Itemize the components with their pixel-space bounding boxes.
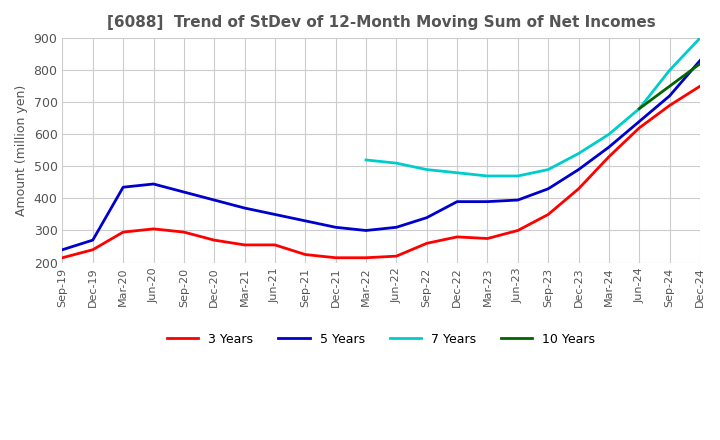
3 Years xyxy=(149,226,158,231)
7 Years xyxy=(453,170,462,176)
5 Years xyxy=(149,181,158,187)
3 Years xyxy=(361,255,370,260)
7 Years xyxy=(361,158,370,163)
5 Years xyxy=(179,189,188,194)
3 Years xyxy=(392,253,401,259)
3 Years xyxy=(575,186,583,191)
5 Years xyxy=(483,199,492,204)
5 Years xyxy=(544,186,552,191)
5 Years xyxy=(210,198,219,203)
7 Years xyxy=(423,167,431,172)
Line: 7 Years: 7 Years xyxy=(366,38,700,176)
7 Years xyxy=(483,173,492,179)
Line: 3 Years: 3 Years xyxy=(63,86,700,258)
7 Years xyxy=(513,173,522,179)
Legend: 3 Years, 5 Years, 7 Years, 10 Years: 3 Years, 5 Years, 7 Years, 10 Years xyxy=(162,327,600,351)
Y-axis label: Amount (million yen): Amount (million yen) xyxy=(15,85,28,216)
7 Years xyxy=(544,167,552,172)
5 Years xyxy=(392,225,401,230)
5 Years xyxy=(635,119,644,124)
5 Years xyxy=(331,225,340,230)
Line: 10 Years: 10 Years xyxy=(639,64,700,109)
5 Years xyxy=(696,58,704,63)
5 Years xyxy=(240,205,249,211)
3 Years xyxy=(89,247,97,253)
10 Years xyxy=(665,84,674,89)
3 Years xyxy=(240,242,249,248)
3 Years xyxy=(696,84,704,89)
5 Years xyxy=(58,247,67,253)
3 Years xyxy=(331,255,340,260)
7 Years xyxy=(635,106,644,111)
10 Years xyxy=(635,106,644,111)
3 Years xyxy=(483,236,492,241)
10 Years xyxy=(696,61,704,66)
3 Years xyxy=(423,241,431,246)
5 Years xyxy=(361,228,370,233)
5 Years xyxy=(453,199,462,204)
5 Years xyxy=(665,93,674,99)
5 Years xyxy=(575,167,583,172)
3 Years xyxy=(544,212,552,217)
3 Years xyxy=(605,154,613,159)
5 Years xyxy=(119,184,127,190)
Line: 5 Years: 5 Years xyxy=(63,61,700,250)
3 Years xyxy=(119,229,127,235)
3 Years xyxy=(453,234,462,239)
3 Years xyxy=(635,125,644,131)
5 Years xyxy=(301,218,310,224)
3 Years xyxy=(301,252,310,257)
5 Years xyxy=(513,198,522,203)
7 Years xyxy=(696,36,704,41)
3 Years xyxy=(179,229,188,235)
7 Years xyxy=(665,67,674,73)
5 Years xyxy=(271,212,279,217)
3 Years xyxy=(58,255,67,260)
5 Years xyxy=(605,144,613,150)
7 Years xyxy=(575,151,583,156)
3 Years xyxy=(665,103,674,108)
7 Years xyxy=(392,161,401,166)
Title: [6088]  Trend of StDev of 12-Month Moving Sum of Net Incomes: [6088] Trend of StDev of 12-Month Moving… xyxy=(107,15,656,30)
3 Years xyxy=(513,228,522,233)
5 Years xyxy=(423,215,431,220)
3 Years xyxy=(210,238,219,243)
7 Years xyxy=(605,132,613,137)
5 Years xyxy=(89,238,97,243)
3 Years xyxy=(271,242,279,248)
